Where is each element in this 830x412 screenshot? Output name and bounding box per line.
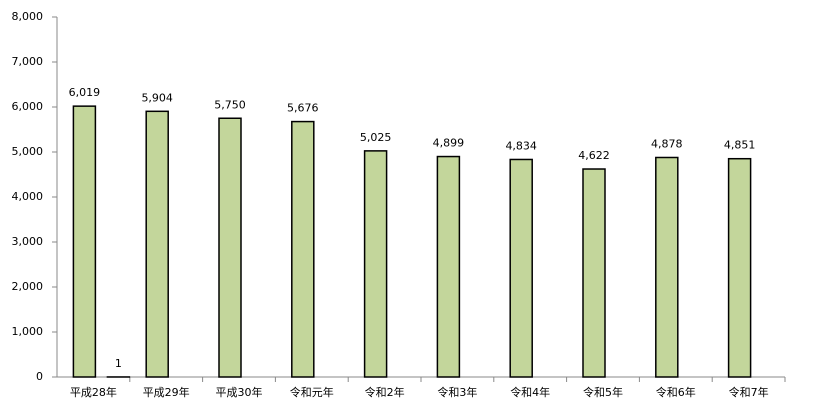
data-label: 5,904 (141, 91, 173, 104)
y-tick-label: 2,000 (12, 280, 44, 293)
x-tick-label: 令和2年 (365, 385, 405, 399)
y-tick-label: 6,000 (12, 100, 44, 113)
x-tick-label: 平成30年 (216, 385, 263, 399)
bar (509, 158, 533, 378)
bar (655, 156, 679, 378)
y-tick-label: 0 (36, 370, 43, 383)
x-tick-label: 令和6年 (656, 385, 696, 399)
y-tick-label: 1,000 (12, 325, 44, 338)
data-label: 1 (115, 357, 122, 370)
x-tick-label: 令和元年 (290, 385, 334, 399)
data-label: 5,750 (214, 98, 246, 111)
bar (145, 110, 169, 378)
bar (218, 117, 242, 378)
bar (363, 150, 388, 378)
data-label: 4,834 (505, 139, 537, 152)
data-label: 4,878 (651, 137, 683, 150)
x-tick-label: 令和5年 (583, 385, 623, 399)
y-tick-label: 3,000 (12, 235, 44, 248)
data-label: 4,622 (578, 149, 610, 162)
x-tick-label: 令和4年 (510, 385, 550, 399)
data-label: 4,899 (433, 137, 465, 150)
y-tick-label: 5,000 (12, 145, 44, 158)
x-tick-label: 令和7年 (729, 385, 769, 399)
y-tick-label: 4,000 (12, 190, 44, 203)
x-tick-label: 平成29年 (143, 385, 190, 399)
bar (72, 105, 97, 378)
bar (291, 120, 315, 378)
bar (582, 168, 606, 378)
bar (436, 155, 461, 378)
data-label: 5,676 (287, 102, 319, 115)
data-label: 4,851 (724, 139, 756, 152)
bar (727, 157, 752, 378)
y-tick-label: 8,000 (12, 10, 44, 23)
y-tick-label: 7,000 (12, 55, 44, 68)
data-label: 5,025 (360, 131, 392, 144)
data-label: 6,019 (69, 86, 101, 99)
x-tick-label: 令和3年 (437, 385, 477, 399)
x-tick-label: 平成28年 (70, 385, 117, 399)
